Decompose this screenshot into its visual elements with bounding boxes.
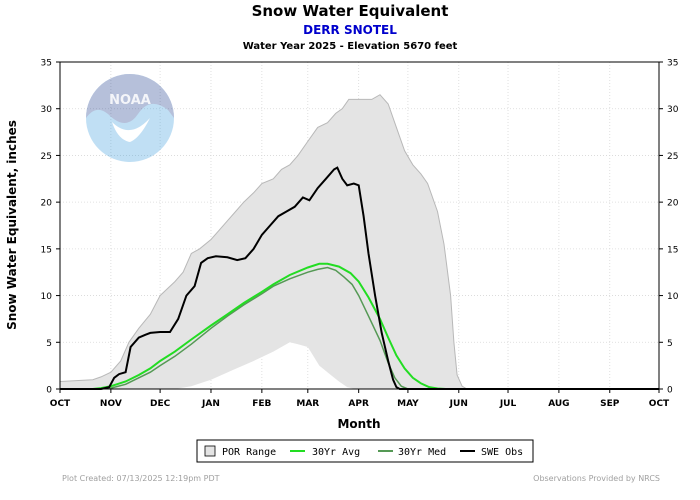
y-tick-label: 0 [46,386,52,396]
legend-label-avg: 30Yr Avg [312,447,360,458]
y-tick-label: 10 [41,292,53,302]
y-tick-label: 15 [41,245,52,255]
chart-title: Snow Water Equivalent [251,2,449,20]
y-axis-label: Snow Water Equivalent, inches [5,120,19,330]
y-tick-label: 30 [41,105,53,115]
y-tick-label: 20 [41,199,53,209]
y-tick-label-right: 0 [667,386,673,396]
x-tick-label: MAY [397,399,419,409]
y-tick-label: 25 [41,152,52,162]
y-tick-label-right: 25 [667,152,678,162]
y-tick-label-right: 10 [667,292,679,302]
legend: POR Range 30Yr Avg 30Yr Med SWE Obs [196,439,534,463]
legend-label-obs: SWE Obs [481,447,523,458]
x-tick-label: JUN [449,399,468,409]
x-tick-label: DEC [150,399,171,409]
x-tick-label: JAN [201,399,220,409]
x-tick-label: MAR [296,399,319,409]
x-tick-label: OCT [50,399,71,409]
observations-credit: Observations Provided by NRCS [533,474,660,483]
series-swe-obs [60,166,659,390]
y-tick-label: 5 [46,339,52,349]
legend-label-por: POR Range [222,447,276,458]
x-tick-label: NOV [100,399,122,409]
plot-created-note: Plot Created: 07/13/2025 12:19pm PDT [62,474,220,483]
series-30yr-avg [60,262,446,390]
series-30yr-med [60,266,409,390]
y-tick-label-right: 35 [667,59,678,69]
por-range-area [60,94,467,389]
noaa-logo-icon [86,74,174,162]
station-name: DERR SNOTEL [303,23,397,37]
x-tick-label: APR [348,399,369,409]
axis-ticks: 0 0 5 5 10 10 15 15 20 20 25 25 30 30 35 35 OCT NOV DEC JAN… [41,59,679,410]
por-range-upper-edge [59,94,468,390]
y-tick-label-right: 30 [667,105,679,115]
x-tick-label: OCT [649,399,670,409]
plot-frame [59,61,660,390]
y-tick-label-right: 15 [667,245,678,255]
chart-subtitle: Water Year 2025 - Elevation 5670 feet [242,41,458,52]
legend-swatch-por [204,445,216,457]
x-tick-label: SEP [600,399,620,409]
y-tick-label-right: 20 [667,199,679,209]
x-tick-label: JUL [499,399,517,409]
x-tick-label: FEB [252,399,271,409]
y-tick-label: 35 [41,59,52,69]
noaa-logo-text: NOAA [109,93,151,108]
y-tick-label-right: 5 [667,339,673,349]
x-tick-label: AUG [548,399,569,409]
legend-label-med: 30Yr Med [398,447,446,458]
x-axis-label: Month [337,417,380,431]
